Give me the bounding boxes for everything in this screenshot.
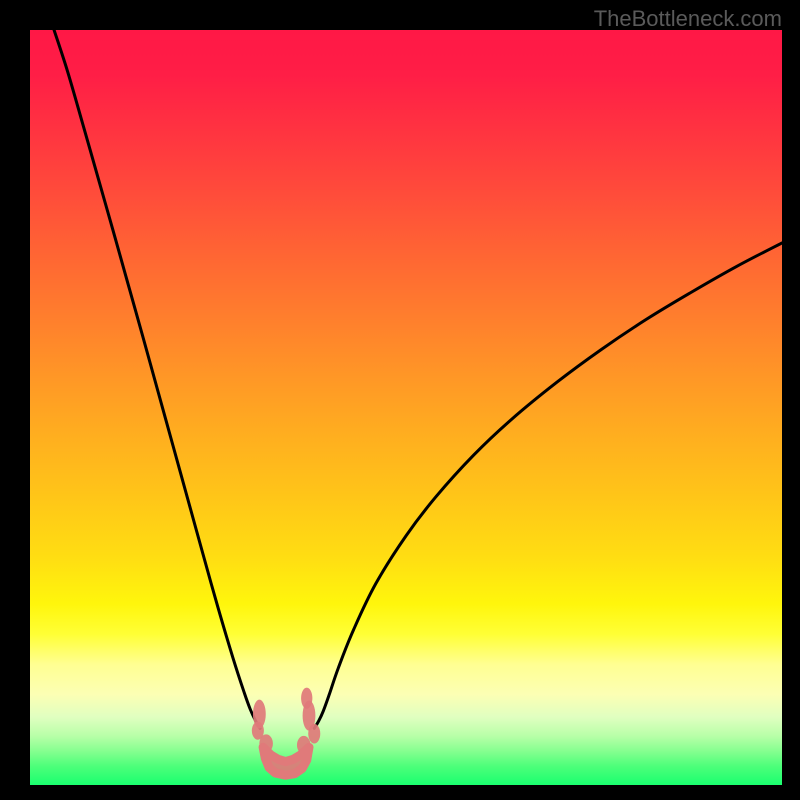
watermark-text: TheBottleneck.com <box>594 6 782 32</box>
chart-svg <box>30 30 782 785</box>
bottleneck-chart <box>30 30 782 785</box>
